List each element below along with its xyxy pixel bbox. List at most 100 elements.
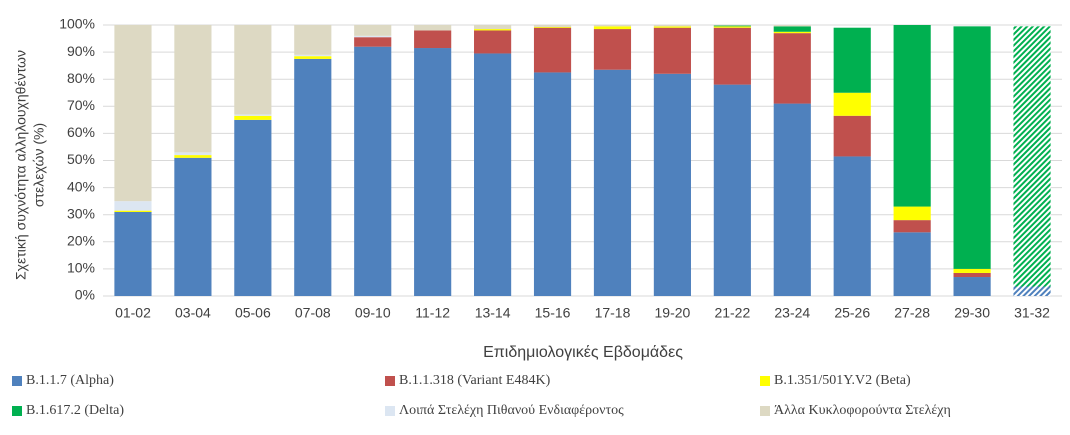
bar-segment	[234, 119, 272, 296]
legend-swatch	[12, 406, 22, 416]
bar-segment	[414, 48, 452, 296]
bar-segment	[414, 30, 452, 49]
bar-segment	[174, 152, 212, 156]
bar-segment	[953, 268, 991, 273]
x-tick-label: 01-02	[115, 305, 151, 321]
bar-segment	[294, 54, 332, 57]
x-tick-label: 21-22	[714, 305, 750, 321]
legend-label: Λοιπά Στελέχη Πιθανού Ενδιαφέροντος	[399, 403, 624, 418]
legend-label: B.1.1.7 (Alpha)	[26, 373, 114, 388]
bar-segment	[953, 26, 991, 269]
x-tick-label: 27-28	[894, 305, 930, 321]
y-tick-label: 90%	[67, 43, 95, 59]
bar-segment	[294, 25, 332, 55]
bar-segment	[174, 25, 212, 153]
x-tick-label: 05-06	[235, 305, 271, 321]
bar-segment	[593, 29, 632, 70]
bar-segment	[234, 115, 272, 120]
bar-segment	[474, 25, 512, 30]
legend-swatch	[385, 406, 395, 416]
bar-segment	[653, 26, 691, 28]
legend-label: B.1.351/501Y.V2 (Beta)	[774, 373, 911, 388]
bar-segment	[773, 25, 811, 27]
legend-label: B.1.617.2 (Delta)	[26, 403, 124, 418]
bar-segment	[533, 26, 572, 28]
bar-segment	[773, 31, 811, 34]
y-axis-title: στελεχών (%)	[31, 123, 47, 207]
x-tick-label: 19-20	[655, 305, 691, 321]
bar-segment	[354, 35, 392, 38]
bar-segment	[174, 155, 212, 158]
bar-segment	[713, 27, 751, 85]
legend-label: Άλλα Κυκλοφορούντα Στελέχη	[774, 403, 951, 418]
bar-segment	[773, 103, 811, 296]
bar-segment	[893, 206, 931, 221]
bar-segment	[593, 25, 632, 27]
legend-swatch	[385, 376, 395, 386]
y-tick-label: 30%	[67, 205, 95, 221]
bar-segment	[593, 26, 632, 30]
x-tick-label: 25-26	[834, 305, 870, 321]
y-tick-label: 0%	[75, 287, 95, 303]
bar-segment	[474, 30, 512, 54]
bar-segment	[653, 73, 691, 296]
bar-segment	[1013, 286, 1051, 296]
y-tick-label: 20%	[67, 233, 95, 249]
x-tick-label: 07-08	[295, 305, 331, 321]
x-tick-label: 29-30	[954, 305, 990, 321]
y-tick-label: 10%	[67, 260, 95, 276]
x-tick-label: 17-18	[595, 305, 631, 321]
bar-segment	[354, 46, 392, 297]
bar-segment	[114, 211, 152, 296]
bar-segment	[1013, 26, 1051, 287]
legend-swatch	[760, 376, 770, 386]
bar-segment	[773, 26, 811, 32]
bar-segment	[893, 25, 931, 207]
legend-label: B.1.1.318 (Variant E484K)	[399, 373, 551, 388]
bar-segment	[833, 115, 871, 157]
y-tick-label: 80%	[67, 70, 95, 86]
bar-segment	[893, 220, 931, 233]
bar-segment	[354, 25, 392, 36]
x-axis-title: Επιδημιολογικές Εβδομάδες	[483, 344, 683, 361]
bar-segment	[234, 114, 272, 116]
bar-segment	[713, 25, 751, 26]
bar-segment	[593, 69, 632, 296]
legend-swatch	[12, 376, 22, 386]
bar-segment	[533, 72, 572, 296]
y-tick-label: 70%	[67, 97, 95, 113]
bar-segment	[833, 92, 871, 116]
bar-segment	[114, 25, 152, 202]
bar-segment	[114, 210, 152, 212]
bar-segment	[354, 37, 392, 47]
bar-segment	[833, 156, 871, 296]
y-tick-label: 40%	[67, 178, 95, 194]
legend-swatch	[760, 406, 770, 416]
y-tick-label: 100%	[59, 16, 95, 32]
bar-segment	[474, 53, 512, 296]
bar-segment	[294, 58, 332, 296]
bar-segment	[294, 56, 332, 59]
bar-segment	[114, 201, 152, 211]
bar-segment	[653, 27, 691, 74]
x-tick-label: 03-04	[175, 305, 211, 321]
bar-segment	[953, 272, 991, 278]
y-tick-label: 50%	[67, 151, 95, 167]
x-tick-label: 23-24	[774, 305, 810, 321]
bar-segment	[953, 277, 991, 296]
bar-segment	[773, 33, 811, 104]
y-tick-label: 60%	[67, 124, 95, 140]
x-tick-label: 15-16	[535, 305, 571, 321]
x-tick-label: 31-32	[1014, 305, 1050, 321]
bar-segment	[713, 84, 751, 297]
bar-segment	[833, 27, 871, 93]
bar-segment	[474, 29, 512, 31]
bar-segment	[174, 157, 212, 296]
bar-segment	[713, 26, 751, 28]
bar-segment	[414, 25, 452, 31]
y-axis-title: Σχετική συχνότητα αλληλουχηθέντων	[13, 50, 29, 280]
x-tick-label: 09-10	[355, 305, 391, 321]
bar-segment	[713, 25, 751, 27]
bar-segment	[533, 27, 572, 73]
